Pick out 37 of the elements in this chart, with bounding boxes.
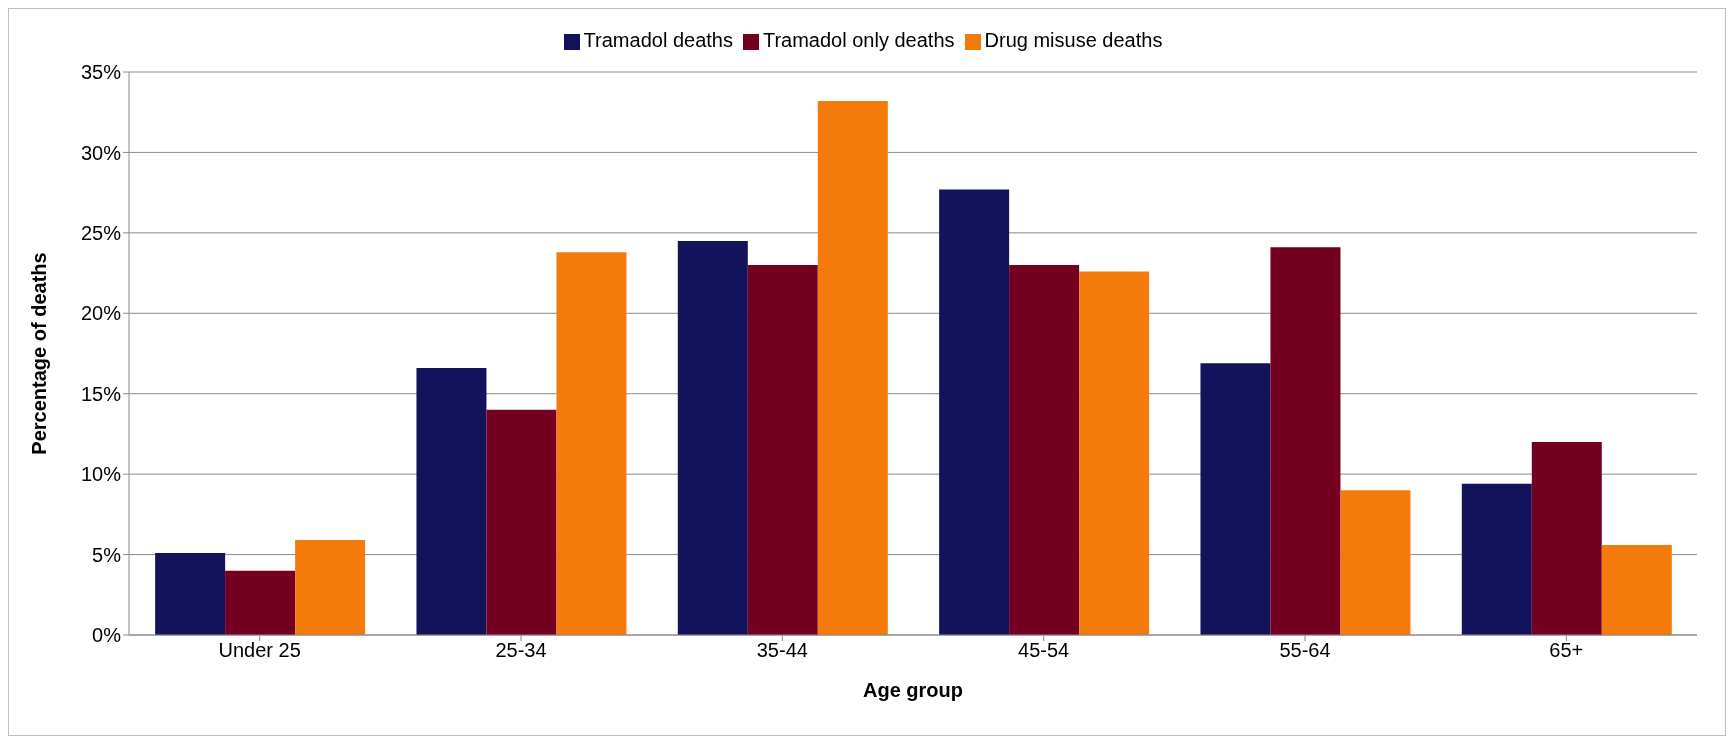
bar xyxy=(1601,544,1672,635)
x-tick-label: Under 25 xyxy=(218,639,301,662)
x-tick-label: 35-44 xyxy=(756,639,808,662)
legend-label: Tramadol only deaths xyxy=(762,29,955,51)
bar xyxy=(1009,265,1080,635)
bar xyxy=(817,100,888,635)
bar xyxy=(1340,490,1411,635)
x-tick-label: 25-34 xyxy=(495,639,547,662)
bar xyxy=(295,540,366,635)
bar xyxy=(1079,271,1150,635)
bar xyxy=(1270,247,1341,635)
bar xyxy=(1461,483,1532,635)
y-tick-label: 10% xyxy=(80,463,122,486)
x-tick-label: 65+ xyxy=(1549,639,1584,662)
y-axis-title: Percentage of deaths xyxy=(28,252,51,455)
bar xyxy=(939,189,1010,635)
bar xyxy=(155,552,226,635)
bar xyxy=(747,265,818,635)
y-tick-label: 25% xyxy=(80,221,122,244)
legend-label: Tramadol deaths xyxy=(583,29,733,51)
y-tick-label: 15% xyxy=(80,382,122,405)
bar xyxy=(1531,441,1602,635)
y-tick-label: 20% xyxy=(80,302,122,325)
x-axis-title: Age group xyxy=(863,679,963,701)
bar xyxy=(556,252,627,635)
y-tick-label: 30% xyxy=(80,141,122,164)
legend-label: Drug misuse deaths xyxy=(984,29,1163,51)
bar xyxy=(677,240,748,635)
bar xyxy=(1200,363,1271,635)
x-tick-label: 45-54 xyxy=(1018,639,1070,662)
bar xyxy=(416,367,487,635)
y-tick-label: 35% xyxy=(80,61,122,84)
y-tick-label: 5% xyxy=(92,543,122,566)
x-tick-label: 55-64 xyxy=(1279,639,1331,662)
bar xyxy=(225,570,296,635)
bar xyxy=(486,409,557,635)
y-tick-label: 0% xyxy=(92,624,122,647)
